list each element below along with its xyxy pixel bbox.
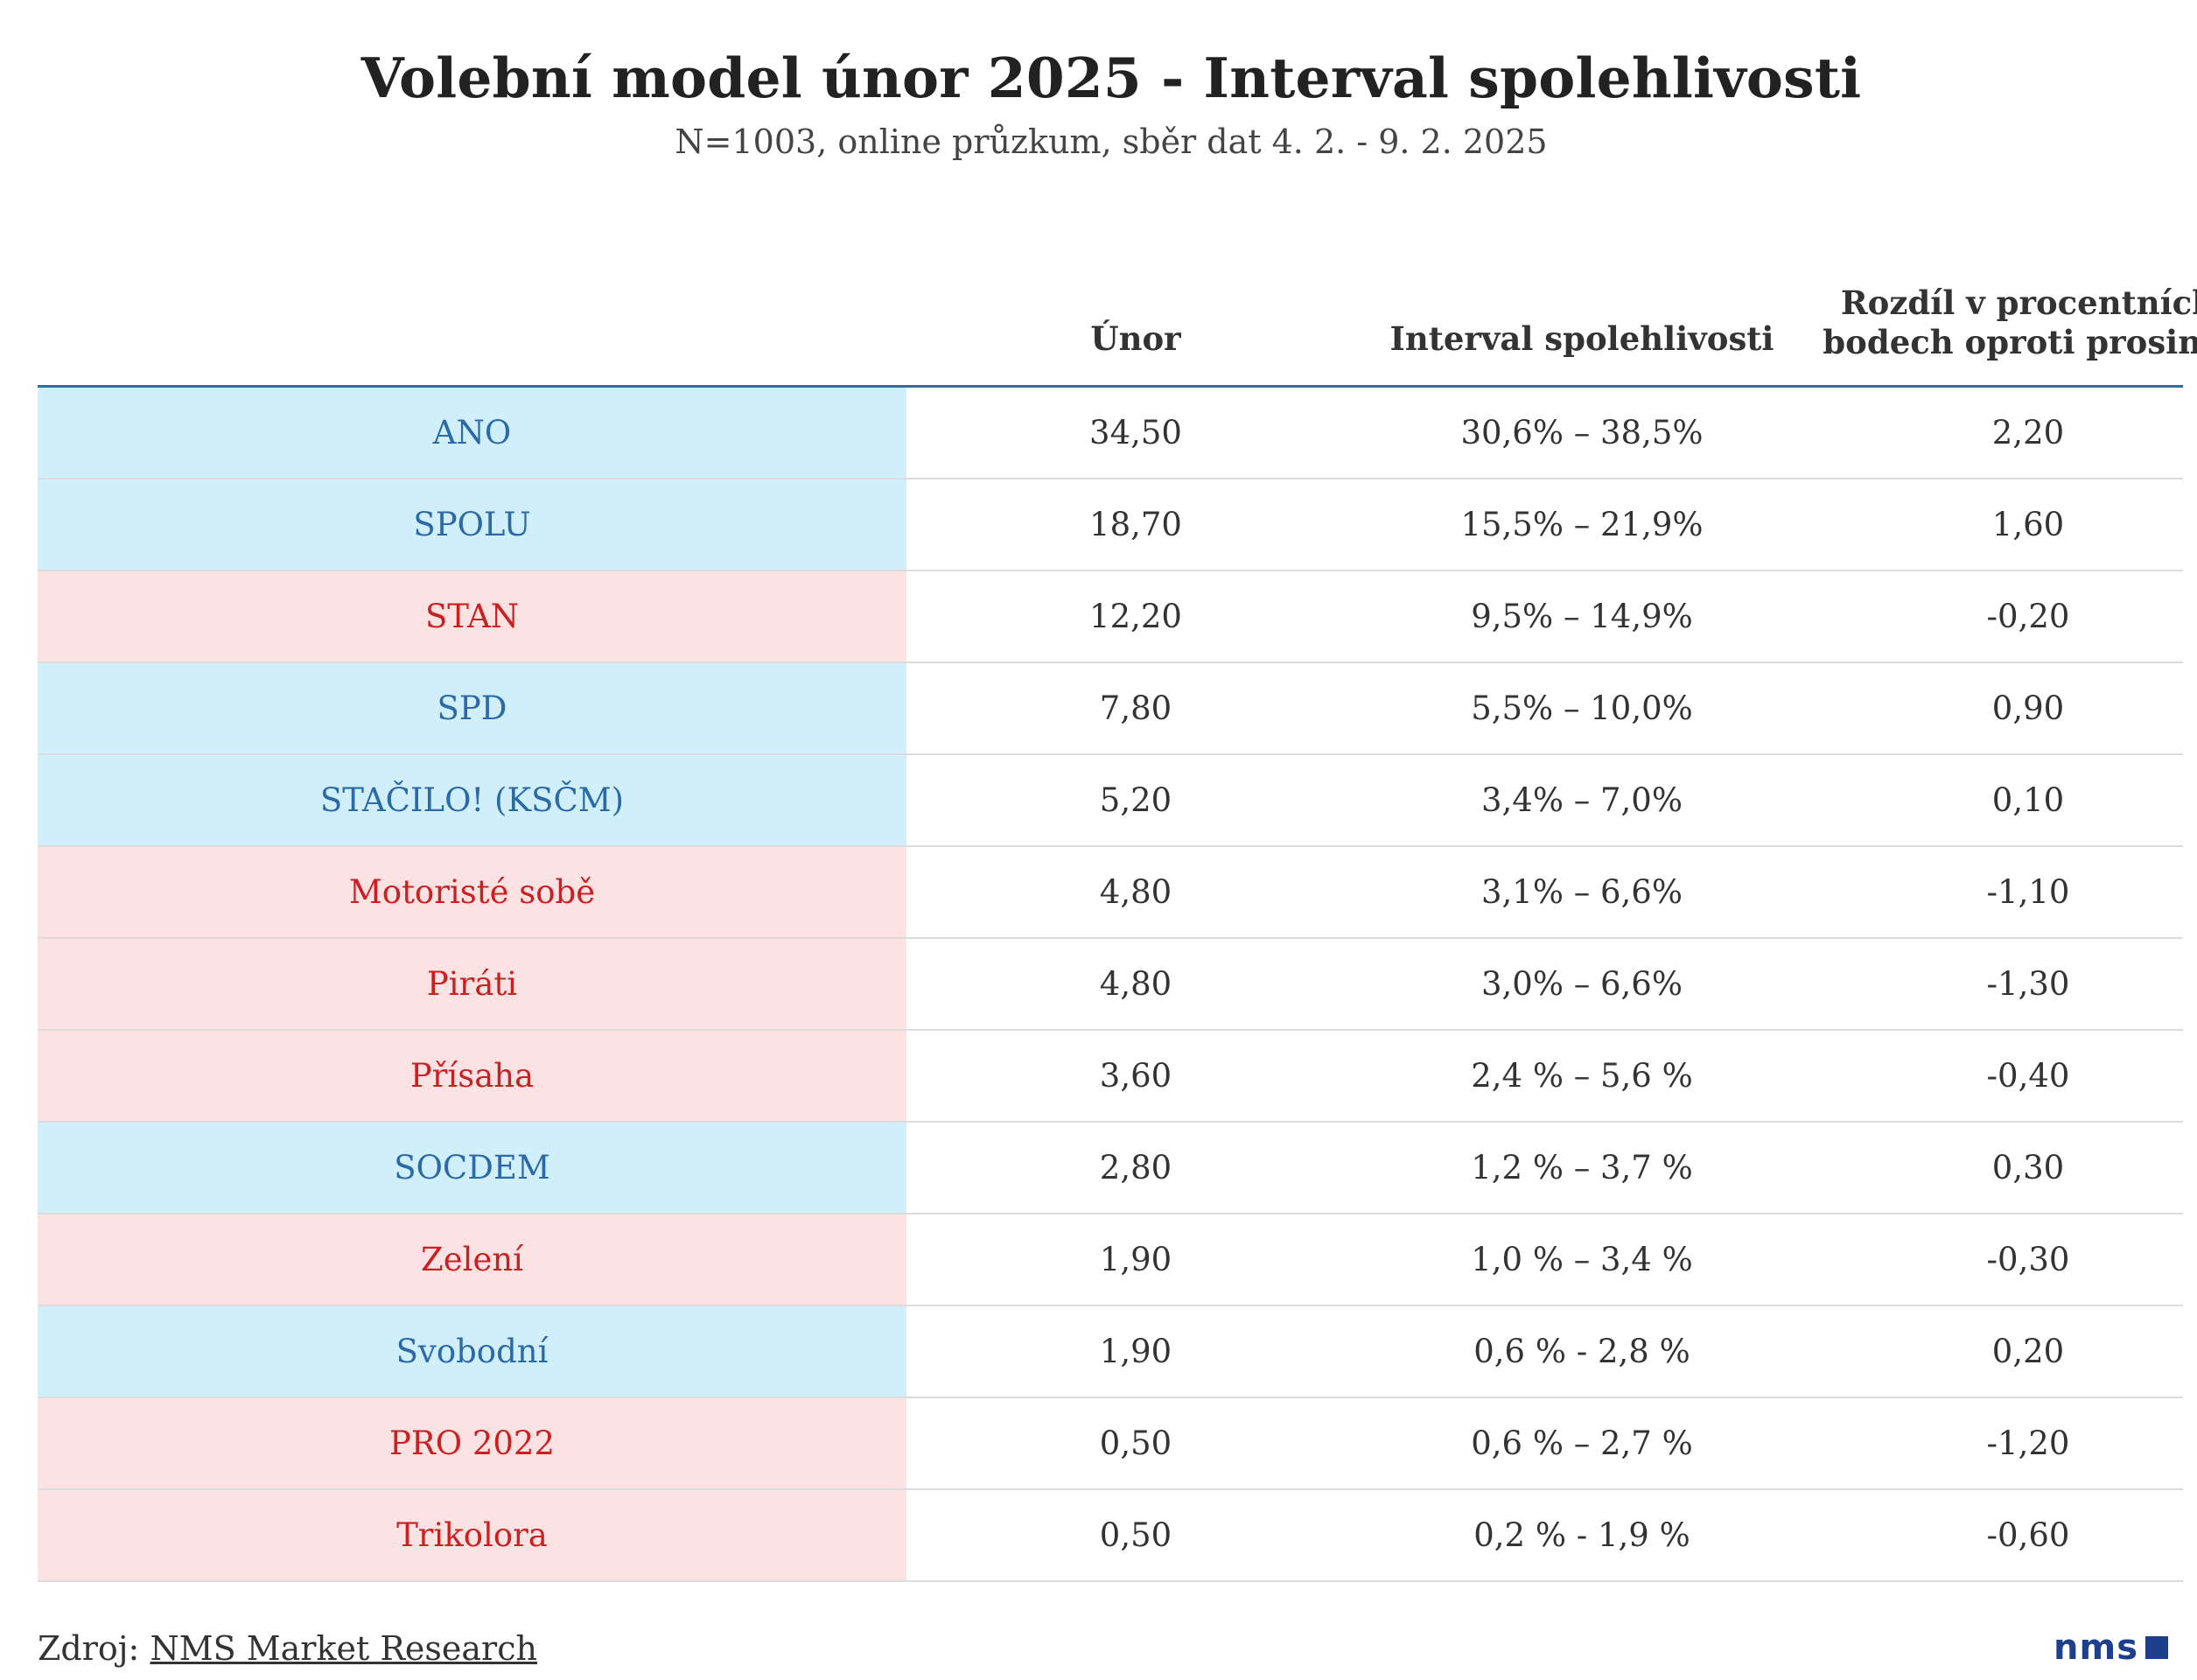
party-name-cell: ANO (38, 388, 906, 478)
party-name-cell: STAN (38, 571, 906, 662)
interval-value-cell: 3,1% – 6,6% (1480, 873, 1683, 911)
rozdil-value-cell: -0,30 (1986, 1241, 2070, 1278)
rozdil-value-cell: 2,20 (1991, 414, 2065, 452)
interval-value-cell: 30,6% – 38,5% (1460, 414, 1704, 452)
rozdil-value-cell: -1,10 (1986, 873, 2070, 911)
rozdil-value-cell: 0,20 (1991, 1333, 2065, 1370)
party-name-cell: Zelení (38, 1214, 906, 1305)
unor-value-cell: 4,80 (1099, 965, 1172, 1003)
unor-value-cell: 2,80 (1099, 1149, 1172, 1186)
header-rozdil: Rozdíl v procentních bodech oproti prosi… (1823, 284, 2197, 361)
party-name-cell: PRO 2022 (38, 1398, 906, 1488)
party-name-cell: Trikolora (38, 1490, 906, 1580)
interval-value-cell: 1,2 % – 3,7 % (1471, 1149, 1693, 1186)
logo-square-icon (2145, 1636, 2168, 1659)
rozdil-value-cell: -0,20 (1986, 598, 2070, 635)
party-name-cell: Motoristé sobě (38, 847, 906, 937)
party-name-cell: Piráti (38, 939, 906, 1029)
rozdil-value-cell: 0,10 (1991, 781, 2065, 819)
rozdil-value-cell: 0,90 (1991, 690, 2065, 727)
table-row: Svobodní 1,90 0,6 % - 2,8 % 0,20 (38, 1306, 2183, 1398)
party-name-cell: SOCDEM (38, 1123, 906, 1213)
interval-value-cell: 9,5% – 14,9% (1471, 598, 1693, 635)
table-row: Přísaha 3,60 2,4 % – 5,6 % -0,40 (38, 1031, 2183, 1123)
interval-value-cell: 15,5% – 21,9% (1460, 506, 1704, 543)
table-header: Únor Interval spolehlivosti Rozdíl v pro… (38, 232, 2197, 388)
interval-value-cell: 3,4% – 7,0% (1480, 781, 1683, 819)
header-unor: Únor (1090, 319, 1181, 358)
table-body: ANO 34,50 30,6% – 38,5% 2,20 SPOLU 18,70 15,5%… (38, 388, 2183, 1582)
results-table: Únor Interval spolehlivosti Rozdíl v pro… (38, 232, 2197, 1582)
table-row: STAČILO! (KSČM) 5,20 3,4% – 7,0% 0,10 (38, 755, 2183, 847)
table-row: STAN 12,20 9,5% – 14,9% -0,20 (38, 571, 2183, 663)
chart-subtitle: N=1003, online průzkum, sběr dat 4. 2. -… (675, 122, 1548, 161)
rozdil-value-cell: -0,60 (1986, 1516, 2070, 1554)
table-row: Piráti 4,80 3,0% – 6,6% -1,30 (38, 939, 2183, 1031)
rozdil-value-cell: -0,40 (1986, 1057, 2070, 1095)
table-row: SOCDEM 2,80 1,2 % – 3,7 % 0,30 (38, 1123, 2183, 1214)
source-note: Zdroj: NMS Market Research (38, 1629, 537, 1668)
table-row: SPD 7,80 5,5% – 10,0% 0,90 (38, 663, 2183, 755)
unor-value-cell: 12,20 (1089, 598, 1182, 635)
interval-value-cell: 2,4 % – 5,6 % (1471, 1057, 1693, 1095)
nms-logo: nms (2054, 1628, 2168, 1668)
interval-value-cell: 0,2 % - 1,9 % (1473, 1516, 1690, 1554)
rozdil-value-cell: 1,60 (1991, 506, 2065, 543)
unor-value-cell: 3,60 (1099, 1057, 1172, 1095)
table-row: Motoristé sobě 4,80 3,1% – 6,6% -1,10 (38, 847, 2183, 939)
party-name-cell: SPD (38, 663, 906, 753)
table-row: PRO 2022 0,50 0,6 % – 2,7 % -1,20 (38, 1398, 2183, 1490)
unor-value-cell: 34,50 (1089, 414, 1182, 452)
unor-value-cell: 4,80 (1099, 873, 1172, 911)
interval-value-cell: 1,0 % – 3,4 % (1471, 1241, 1693, 1278)
unor-value-cell: 1,90 (1099, 1241, 1172, 1278)
header-interval: Interval spolehlivosti (1389, 319, 1774, 358)
interval-value-cell: 3,0% – 6,6% (1480, 965, 1683, 1003)
unor-value-cell: 7,80 (1099, 690, 1172, 727)
unor-value-cell: 0,50 (1099, 1424, 1172, 1462)
unor-value-cell: 18,70 (1089, 506, 1182, 543)
interval-value-cell: 0,6 % – 2,7 % (1471, 1424, 1693, 1462)
chart-title: Volební model únor 2025 - Interval spole… (360, 46, 1862, 110)
source-prefix: Zdroj: (38, 1629, 140, 1668)
unor-value-cell: 0,50 (1099, 1516, 1172, 1554)
party-name-cell: STAČILO! (KSČM) (38, 755, 906, 845)
source-link[interactable]: NMS Market Research (150, 1629, 537, 1668)
party-name-cell: Svobodní (38, 1306, 906, 1396)
rozdil-value-cell: -1,30 (1986, 965, 2070, 1003)
table-row: Zelení 1,90 1,0 % – 3,4 % -0,30 (38, 1214, 2183, 1306)
table-row: SPOLU 18,70 15,5% – 21,9% 1,60 (38, 480, 2183, 571)
party-name-cell: Přísaha (38, 1031, 906, 1121)
table-row: Trikolora 0,50 0,2 % - 1,9 % -0,60 (38, 1490, 2183, 1582)
unor-value-cell: 5,20 (1099, 781, 1172, 819)
rozdil-value-cell: 0,30 (1991, 1149, 2065, 1186)
table-row: ANO 34,50 30,6% – 38,5% 2,20 (38, 388, 2183, 480)
logo-text: nms (2054, 1628, 2138, 1668)
rozdil-value-cell: -1,20 (1986, 1424, 2070, 1462)
party-name-cell: SPOLU (38, 480, 906, 570)
interval-value-cell: 5,5% – 10,0% (1471, 690, 1693, 727)
unor-value-cell: 1,90 (1099, 1333, 1172, 1370)
interval-value-cell: 0,6 % - 2,8 % (1473, 1333, 1690, 1370)
